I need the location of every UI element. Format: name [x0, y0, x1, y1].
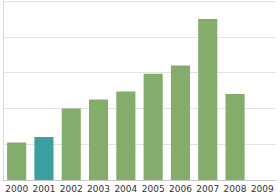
svg-text:2002: 2002 [60, 184, 83, 194]
svg-text:2008: 2008 [224, 184, 247, 194]
svg-text:2007: 2007 [196, 184, 219, 194]
svg-text:2005: 2005 [142, 184, 165, 194]
svg-text:2004: 2004 [114, 184, 137, 194]
svg-text:2000: 2000 [5, 184, 28, 194]
svg-text:2006: 2006 [169, 184, 192, 194]
svg-text:2009: 2009 [251, 184, 274, 194]
svg-text:2001: 2001 [32, 184, 55, 194]
svg-text:2003: 2003 [87, 184, 110, 194]
